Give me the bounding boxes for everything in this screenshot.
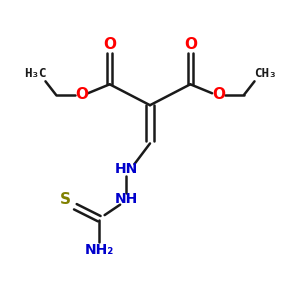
Text: CH₃: CH₃ — [254, 68, 276, 80]
Text: HN: HN — [115, 162, 138, 176]
Text: S: S — [59, 192, 70, 207]
Text: NH: NH — [115, 192, 138, 206]
Text: O: O — [184, 37, 197, 52]
Text: H₃C: H₃C — [24, 68, 46, 80]
Text: O: O — [75, 87, 88, 102]
Text: O: O — [103, 37, 116, 52]
Text: NH₂: NH₂ — [85, 243, 114, 257]
Text: O: O — [212, 87, 225, 102]
